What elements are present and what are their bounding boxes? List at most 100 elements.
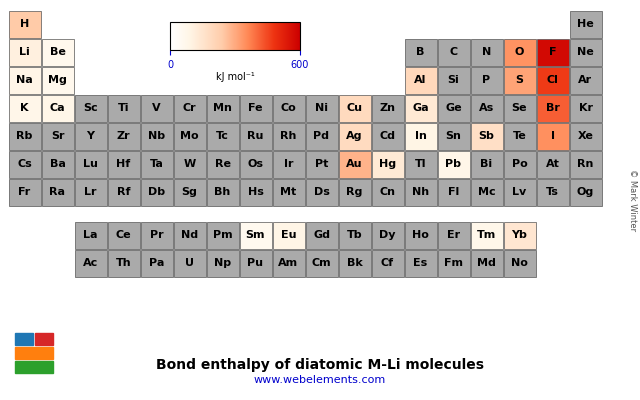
Text: Pd: Pd [314,131,330,141]
FancyBboxPatch shape [273,222,305,248]
Text: O: O [515,47,524,57]
FancyBboxPatch shape [438,38,470,66]
Text: Al: Al [414,75,427,85]
Text: Tc: Tc [216,131,229,141]
FancyBboxPatch shape [108,150,140,178]
FancyBboxPatch shape [305,150,337,178]
FancyBboxPatch shape [339,94,371,122]
FancyBboxPatch shape [371,250,403,276]
FancyBboxPatch shape [42,66,74,94]
FancyBboxPatch shape [273,178,305,206]
Text: Pt: Pt [315,159,328,169]
Text: Se: Se [512,103,527,113]
FancyBboxPatch shape [570,66,602,94]
Text: Rb: Rb [16,131,33,141]
Text: Fl: Fl [448,187,459,197]
Text: S: S [515,75,524,85]
Text: Cl: Cl [547,75,559,85]
FancyBboxPatch shape [504,94,536,122]
FancyBboxPatch shape [74,250,106,276]
Text: Er: Er [447,230,460,240]
FancyBboxPatch shape [74,94,106,122]
Text: Pm: Pm [212,230,232,240]
Text: F: F [548,47,556,57]
FancyBboxPatch shape [404,66,436,94]
FancyBboxPatch shape [273,122,305,150]
Text: La: La [83,230,98,240]
FancyBboxPatch shape [570,122,602,150]
FancyBboxPatch shape [504,150,536,178]
Text: Cf: Cf [381,258,394,268]
FancyBboxPatch shape [339,222,371,248]
Text: Cu: Cu [346,103,362,113]
FancyBboxPatch shape [404,222,436,248]
FancyBboxPatch shape [504,222,536,248]
FancyBboxPatch shape [305,122,337,150]
Text: Sg: Sg [182,187,197,197]
Text: Hg: Hg [379,159,396,169]
FancyBboxPatch shape [371,94,403,122]
Text: Xe: Xe [577,131,593,141]
FancyBboxPatch shape [371,222,403,248]
FancyBboxPatch shape [8,94,40,122]
Text: Sb: Sb [479,131,495,141]
Text: Gd: Gd [313,230,330,240]
Text: Mt: Mt [280,187,296,197]
Text: Ta: Ta [150,159,163,169]
FancyBboxPatch shape [141,222,173,248]
FancyBboxPatch shape [207,250,239,276]
Text: K: K [20,103,29,113]
FancyBboxPatch shape [305,250,337,276]
Text: Kr: Kr [579,103,593,113]
FancyBboxPatch shape [273,250,305,276]
FancyBboxPatch shape [108,250,140,276]
Text: © Mark Winter: © Mark Winter [627,169,637,231]
Text: N: N [482,47,491,57]
Text: Re: Re [214,159,230,169]
FancyBboxPatch shape [504,66,536,94]
FancyBboxPatch shape [438,66,470,94]
Text: Fm: Fm [444,258,463,268]
Text: Nd: Nd [181,230,198,240]
Text: Th: Th [116,258,131,268]
Text: Sm: Sm [246,230,265,240]
FancyBboxPatch shape [504,38,536,66]
FancyBboxPatch shape [141,94,173,122]
FancyBboxPatch shape [207,222,239,248]
FancyBboxPatch shape [141,178,173,206]
FancyBboxPatch shape [173,178,205,206]
Text: Am: Am [278,258,299,268]
Text: Mc: Mc [477,187,495,197]
Text: Eu: Eu [281,230,296,240]
FancyBboxPatch shape [74,150,106,178]
Text: Zn: Zn [380,103,396,113]
FancyBboxPatch shape [371,122,403,150]
FancyBboxPatch shape [404,94,436,122]
FancyBboxPatch shape [570,94,602,122]
FancyBboxPatch shape [536,38,568,66]
FancyBboxPatch shape [74,122,106,150]
Text: Ni: Ni [315,103,328,113]
Text: Y: Y [86,131,95,141]
FancyBboxPatch shape [536,150,568,178]
FancyBboxPatch shape [74,222,106,248]
Text: Yb: Yb [511,230,527,240]
FancyBboxPatch shape [470,178,502,206]
FancyBboxPatch shape [438,178,470,206]
FancyBboxPatch shape [207,94,239,122]
FancyBboxPatch shape [470,94,502,122]
FancyBboxPatch shape [173,222,205,248]
Text: Br: Br [545,103,559,113]
Text: Ar: Ar [579,75,593,85]
FancyBboxPatch shape [42,122,74,150]
Text: Li: Li [19,47,30,57]
FancyBboxPatch shape [305,94,337,122]
Text: Db: Db [148,187,165,197]
Text: Sr: Sr [51,131,64,141]
FancyBboxPatch shape [8,150,40,178]
FancyBboxPatch shape [239,222,271,248]
FancyBboxPatch shape [504,178,536,206]
Text: He: He [577,19,594,29]
Text: Bh: Bh [214,187,230,197]
FancyBboxPatch shape [42,178,74,206]
